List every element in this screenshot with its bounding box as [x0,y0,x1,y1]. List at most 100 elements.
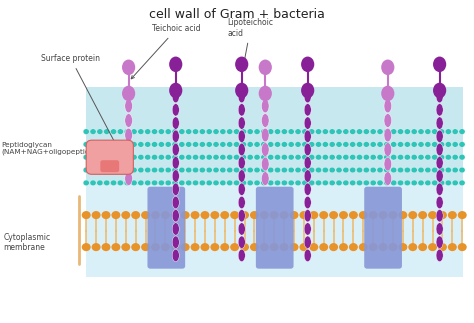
Circle shape [343,129,349,134]
Circle shape [432,142,438,147]
Ellipse shape [235,83,248,98]
Ellipse shape [125,143,132,156]
Circle shape [254,142,260,147]
Ellipse shape [262,172,269,185]
Circle shape [290,243,299,251]
Ellipse shape [384,128,392,142]
Circle shape [131,180,137,186]
Circle shape [459,154,465,160]
Circle shape [206,142,212,147]
Circle shape [186,129,192,134]
Circle shape [186,167,192,173]
Ellipse shape [304,157,311,169]
Circle shape [300,211,309,219]
Circle shape [213,167,219,173]
Circle shape [161,211,170,219]
Ellipse shape [238,223,245,235]
FancyBboxPatch shape [256,187,293,269]
Circle shape [432,167,438,173]
Circle shape [240,243,249,251]
Circle shape [152,180,157,186]
Circle shape [384,180,390,186]
Circle shape [274,180,281,186]
Circle shape [359,211,368,219]
Circle shape [192,167,199,173]
Circle shape [199,167,205,173]
Circle shape [391,180,397,186]
Circle shape [349,243,358,251]
FancyBboxPatch shape [86,140,133,174]
Ellipse shape [172,157,179,169]
Circle shape [458,243,467,251]
Circle shape [310,243,318,251]
Circle shape [124,180,130,186]
Circle shape [121,211,130,219]
Ellipse shape [436,90,443,103]
Text: Teichoic acid: Teichoic acid [131,25,201,79]
Circle shape [254,180,260,186]
Circle shape [425,167,431,173]
Circle shape [82,243,91,251]
Ellipse shape [238,143,245,156]
Ellipse shape [436,143,443,156]
Circle shape [370,129,376,134]
Circle shape [171,211,180,219]
Circle shape [329,180,335,186]
Ellipse shape [259,86,272,101]
Circle shape [158,129,164,134]
Circle shape [110,180,117,186]
Circle shape [288,180,294,186]
Circle shape [97,129,103,134]
Circle shape [309,142,315,147]
Circle shape [411,167,417,173]
Circle shape [448,211,457,219]
Circle shape [124,142,130,147]
Ellipse shape [304,183,311,195]
Circle shape [201,211,210,219]
Circle shape [428,243,437,251]
Circle shape [172,142,178,147]
Circle shape [377,142,383,147]
Circle shape [363,142,369,147]
Circle shape [322,167,328,173]
Circle shape [97,167,103,173]
Circle shape [425,154,431,160]
Ellipse shape [436,196,443,209]
Circle shape [343,180,349,186]
Circle shape [281,167,287,173]
Circle shape [206,180,212,186]
Circle shape [131,243,140,251]
Circle shape [260,211,269,219]
Circle shape [404,154,410,160]
Circle shape [369,243,378,251]
Circle shape [250,211,259,219]
Ellipse shape [259,59,272,75]
Circle shape [389,243,398,251]
Ellipse shape [262,128,269,142]
Text: cell wall of Gram + bacteria: cell wall of Gram + bacteria [149,8,325,21]
Circle shape [247,154,253,160]
Ellipse shape [172,196,179,209]
Circle shape [90,154,96,160]
Circle shape [227,154,233,160]
Circle shape [138,154,144,160]
Ellipse shape [304,170,311,182]
Circle shape [247,180,253,186]
Ellipse shape [235,57,248,72]
Circle shape [316,180,321,186]
Circle shape [90,142,96,147]
Circle shape [369,211,378,219]
Text: Lipoteichoic
acid: Lipoteichoic acid [228,18,273,71]
Ellipse shape [238,90,245,103]
Circle shape [213,154,219,160]
Circle shape [274,129,281,134]
Ellipse shape [172,223,179,235]
Circle shape [432,180,438,186]
Circle shape [161,243,170,251]
Circle shape [145,154,151,160]
Circle shape [104,154,110,160]
Circle shape [151,211,160,219]
Circle shape [309,129,315,134]
Circle shape [438,211,447,219]
Ellipse shape [172,90,179,103]
